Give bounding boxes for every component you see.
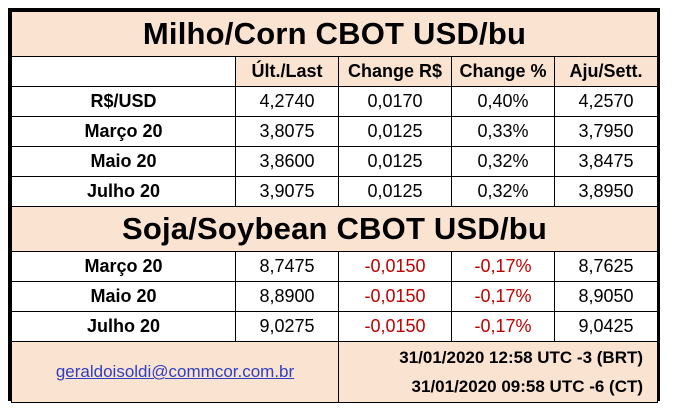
quote-table-frame: Milho/Corn CBOT USD/bu Últ./Last Change … [8,8,660,403]
table-row: Julho 20 9,0275 -0,0150 -0,17% 9,0425 [11,311,659,342]
table-row: Maio 20 3,8600 0,0125 0,32% 3,8475 [11,146,659,177]
pct-value: 0,33% [451,116,555,147]
table-row: Julho 20 3,9075 0,0125 0,32% 3,8950 [11,176,659,207]
timestamp-brt: 31/01/2020 12:58 UTC -3 (BRT) [399,348,644,367]
header-row: Últ./Last Change R$ Change % Aju/Sett. [11,56,659,87]
sett-value: 3,8950 [553,176,659,207]
change-value: 0,0125 [338,146,452,177]
corn-title: Milho/Corn CBOT USD/bu [10,11,659,57]
change-value: -0,0150 [338,311,452,342]
last-value: 3,8075 [235,116,339,147]
pct-value: -0,17% [451,311,555,342]
header-last: Últ./Last [235,56,339,87]
last-value: 4,2740 [235,86,339,117]
change-value: 0,0170 [338,86,452,117]
pct-value: 0,40% [451,86,555,117]
table-row: Março 20 3,8075 0,0125 0,33% 3,7950 [11,116,659,147]
quote-table: Milho/Corn CBOT USD/bu Últ./Last Change … [10,11,659,403]
last-value: 3,9075 [235,176,339,207]
header-blank-cell [11,56,236,87]
row-label: Julho 20 [11,311,236,342]
last-value: 8,8900 [235,281,339,312]
sett-value: 4,2570 [553,86,659,117]
sett-value: 8,7625 [553,251,659,282]
footer-row: geraldoisoldi@commcor.com.br 31/01/2020 … [11,341,659,403]
pct-value: -0,17% [451,281,555,312]
row-label: R$/USD [11,86,236,117]
email-link[interactable]: geraldoisoldi@commcor.com.br [55,362,295,381]
last-value: 8,7475 [235,251,339,282]
pct-value: -0,17% [451,251,555,282]
row-label: Julho 20 [11,176,236,207]
sett-value: 3,7950 [553,116,659,147]
row-label: Maio 20 [11,281,236,312]
last-value: 3,8600 [235,146,339,177]
last-value: 9,0275 [235,311,339,342]
row-label: Março 20 [11,116,236,147]
table-row: Março 20 8,7475 -0,0150 -0,17% 8,7625 [11,251,659,282]
header-settlement: Aju/Sett. [553,56,659,87]
row-label: Março 20 [11,251,236,282]
sett-value: 3,8475 [553,146,659,177]
table-row: Maio 20 8,8900 -0,0150 -0,17% 8,9050 [11,281,659,312]
pct-value: 0,32% [451,146,555,177]
change-value: -0,0150 [338,281,452,312]
timestamp-cell: 31/01/2020 12:58 UTC -3 (BRT) 31/01/2020… [337,341,659,403]
sett-value: 9,0425 [553,311,659,342]
change-value: -0,0150 [338,251,452,282]
row-label: Maio 20 [11,146,236,177]
soy-title: Soja/Soybean CBOT USD/bu [10,206,659,252]
timestamp-ct: 31/01/2020 09:58 UTC -6 (CT) [411,377,644,396]
change-value: 0,0125 [338,176,452,207]
table-row: R$/USD 4,2740 0,0170 0,40% 4,2570 [11,86,659,117]
email-cell: geraldoisoldi@commcor.com.br [11,341,339,403]
sett-value: 8,9050 [553,281,659,312]
pct-value: 0,32% [451,176,555,207]
header-change-pct: Change % [451,56,555,87]
change-value: 0,0125 [338,116,452,147]
header-change-brl: Change R$ [338,56,452,87]
